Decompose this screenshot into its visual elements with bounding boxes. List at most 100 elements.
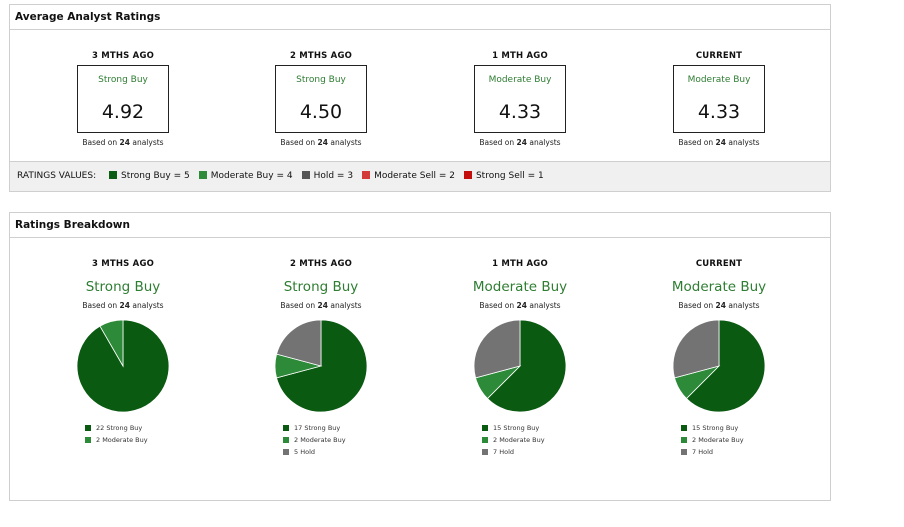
- ratings-value-label: Moderate Sell = 2: [374, 171, 455, 181]
- legend-swatch: [482, 424, 488, 431]
- legend-swatch: [681, 448, 687, 455]
- ratings-value-item: Hold = 3: [301, 162, 353, 191]
- rating-text: Strong Buy: [296, 75, 346, 85]
- legend-item: 5 Hold: [283, 446, 363, 458]
- period-label: CURRENT: [695, 51, 743, 61]
- legend-item: 15 Strong Buy: [482, 422, 562, 434]
- ratings-value-label: Moderate Buy = 4: [210, 171, 293, 181]
- ratings-values-label: RATINGS VALUES:: [17, 171, 97, 181]
- pie-slice-hold: [276, 319, 322, 367]
- ratings-value-swatch: [362, 171, 371, 179]
- breakdown-column: 1 MTH AGO Moderate Buy Based on 24 analyst…: [420, 259, 620, 458]
- based-prefix: Based on: [82, 138, 118, 147]
- pie-slice-hold: [473, 319, 521, 379]
- analyst-count: 24: [317, 138, 328, 147]
- consensus-rating: Moderate Buy: [472, 279, 568, 295]
- legend-label: 5 Hold: [294, 448, 315, 456]
- rating-box: Strong Buy 4.92: [77, 65, 169, 133]
- legend-item: 17 Strong Buy: [283, 422, 363, 434]
- pie-legend: 22 Strong Buy 2 Moderate Buy: [81, 422, 165, 446]
- based-prefix: Based on: [678, 138, 714, 147]
- pie-legend: 17 Strong Buy 2 Moderate Buy 5 Hold: [279, 422, 363, 458]
- based-on-text: Based on 24 analysts: [619, 301, 819, 310]
- ratings-pie: [473, 319, 567, 413]
- legend-label: 7 Hold: [493, 448, 514, 456]
- avg-column: CURRENT Moderate Buy 4.33 Based on 24 analy…: [619, 51, 819, 147]
- rating-text: Moderate Buy: [687, 75, 751, 85]
- ratings-value-swatch: [463, 171, 472, 179]
- pie-slice-strong-buy: [685, 319, 766, 413]
- rating-score: 4.33: [498, 101, 542, 123]
- pie-legend: 15 Strong Buy 2 Moderate Buy 7 Hold: [677, 422, 761, 458]
- based-suffix: analysts: [330, 138, 362, 147]
- ratings-value-swatch: [301, 171, 310, 179]
- pie-slice-moderate-buy: [99, 319, 124, 368]
- ratings-pie: [76, 319, 170, 413]
- legend-label: 7 Hold: [692, 448, 713, 456]
- rating-box: Moderate Buy 4.33: [474, 65, 566, 133]
- period-label: 2 MTHS AGO: [289, 51, 353, 61]
- breakdown-column: 2 MTHS AGO Strong Buy Based on 24 analysts…: [221, 259, 421, 458]
- based-suffix: analysts: [529, 301, 561, 310]
- based-prefix: Based on: [82, 301, 118, 310]
- based-on-text: Based on 24 analysts: [420, 138, 620, 147]
- legend-label: 2 Moderate Buy: [294, 436, 346, 444]
- rating-score: 4.50: [299, 101, 343, 123]
- pie-slice-hold: [672, 319, 720, 379]
- ratings-value-swatch: [198, 171, 207, 179]
- analyst-count: 24: [119, 301, 130, 310]
- based-on-text: Based on 24 analysts: [420, 301, 620, 310]
- period-label: CURRENT: [695, 259, 743, 269]
- legend-swatch: [681, 424, 687, 431]
- period-label: 1 MTH AGO: [492, 259, 548, 269]
- legend-swatch: [283, 448, 289, 455]
- consensus-rating: Strong Buy: [283, 279, 359, 295]
- avg-column: 1 MTH AGO Moderate Buy 4.33 Based on 24 ana…: [420, 51, 620, 147]
- analyst-count: 24: [516, 138, 527, 147]
- legend-swatch: [283, 436, 289, 443]
- rating-text: Strong Buy: [98, 75, 148, 85]
- based-on-text: Based on 24 analysts: [221, 301, 421, 310]
- legend-item: 2 Moderate Buy: [85, 434, 165, 446]
- avg-column: 3 MTHS AGO Strong Buy 4.92 Based on 24 anal…: [23, 51, 223, 147]
- ratings-pie: [274, 319, 368, 413]
- analyst-count: 24: [317, 301, 328, 310]
- legend-item: 7 Hold: [681, 446, 761, 458]
- based-prefix: Based on: [479, 138, 515, 147]
- legend-item: 15 Strong Buy: [681, 422, 761, 434]
- analyst-count: 24: [715, 301, 726, 310]
- based-suffix: analysts: [132, 138, 164, 147]
- based-suffix: analysts: [132, 301, 164, 310]
- ratings-pie: [672, 319, 766, 413]
- average-analyst-ratings-panel: Average Analyst Ratings 3 MTHS AGO Strong…: [9, 4, 831, 192]
- based-prefix: Based on: [280, 301, 316, 310]
- based-prefix: Based on: [678, 301, 714, 310]
- pie-legend: 15 Strong Buy 2 Moderate Buy 7 Hold: [478, 422, 562, 458]
- based-suffix: analysts: [529, 138, 561, 147]
- rating-score: 4.33: [697, 101, 741, 123]
- legend-item: 7 Hold: [482, 446, 562, 458]
- breakdown-column: 3 MTHS AGO Strong Buy Based on 24 analysts…: [23, 259, 223, 446]
- rating-box: Moderate Buy 4.33: [673, 65, 765, 133]
- ratings-value-label: Strong Buy = 5: [120, 171, 190, 181]
- rating-box: Strong Buy 4.50: [275, 65, 367, 133]
- legend-swatch: [85, 424, 91, 431]
- based-suffix: analysts: [330, 301, 362, 310]
- ratings-breakdown-title: Ratings Breakdown: [10, 213, 830, 238]
- based-prefix: Based on: [280, 138, 316, 147]
- legend-label: 2 Moderate Buy: [96, 436, 148, 444]
- ratings-value-item: Strong Sell = 1: [463, 162, 544, 191]
- ratings-values-bar: RATINGS VALUES: Strong Buy = 5 Moderate B…: [10, 161, 830, 191]
- based-prefix: Based on: [479, 301, 515, 310]
- legend-item: 2 Moderate Buy: [482, 434, 562, 446]
- based-on-text: Based on 24 analysts: [221, 138, 421, 147]
- legend-label: 15 Strong Buy: [692, 424, 739, 432]
- consensus-rating: Moderate Buy: [671, 279, 767, 295]
- legend-swatch: [681, 436, 687, 443]
- rating-text: Moderate Buy: [488, 75, 552, 85]
- ratings-value-item: Moderate Buy = 4: [198, 162, 293, 191]
- legend-label: 2 Moderate Buy: [493, 436, 545, 444]
- consensus-rating: Strong Buy: [85, 279, 161, 295]
- ratings-value-item: Strong Buy = 5: [108, 162, 190, 191]
- legend-label: 15 Strong Buy: [493, 424, 540, 432]
